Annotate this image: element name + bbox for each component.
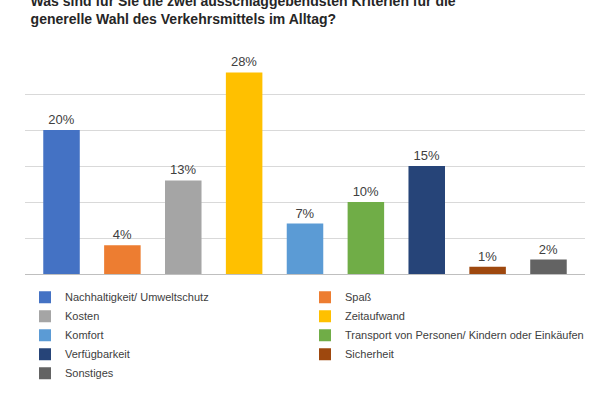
svg-text:Kosten: Kosten bbox=[65, 310, 99, 322]
svg-text:Sicherheit: Sicherheit bbox=[345, 348, 394, 360]
svg-text:Verfügbarkeit: Verfügbarkeit bbox=[65, 348, 130, 360]
svg-text:20%: 20% bbox=[48, 112, 74, 127]
svg-text:Was sind für Sie die zwei auss: Was sind für Sie die zwei ausschlaggeben… bbox=[31, 0, 456, 27]
svg-text:Transport von Personen/ Kinder: Transport von Personen/ Kindern oder Ein… bbox=[345, 329, 584, 341]
svg-text:Zeitaufwand: Zeitaufwand bbox=[345, 310, 405, 322]
svg-text:13%: 13% bbox=[170, 162, 196, 177]
svg-text:1%: 1% bbox=[478, 249, 497, 264]
svg-text:28%: 28% bbox=[231, 54, 257, 69]
svg-text:Komfort: Komfort bbox=[65, 329, 104, 341]
svg-text:10%: 10% bbox=[353, 184, 379, 199]
svg-text:Nachhaltigkeit/ Umweltschutz: Nachhaltigkeit/ Umweltschutz bbox=[65, 291, 209, 303]
svg-text:Spaß: Spaß bbox=[345, 291, 372, 303]
svg-text:4%: 4% bbox=[113, 227, 132, 242]
svg-text:15%: 15% bbox=[414, 148, 440, 163]
svg-text:Sonstiges: Sonstiges bbox=[65, 367, 114, 379]
svg-text:2%: 2% bbox=[539, 242, 558, 257]
svg-text:7%: 7% bbox=[295, 206, 314, 221]
